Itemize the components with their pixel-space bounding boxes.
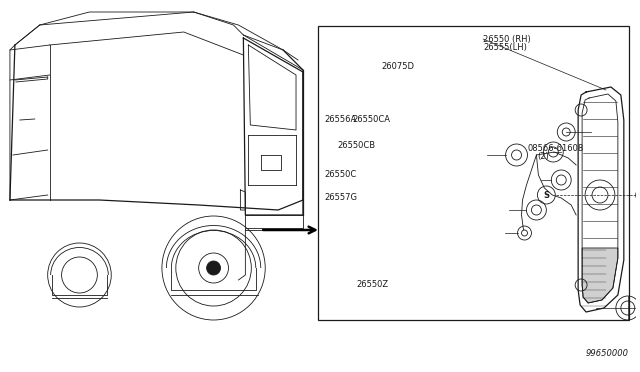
- Text: 26550CA: 26550CA: [353, 115, 391, 124]
- Text: 26556A: 26556A: [324, 115, 356, 124]
- Text: 26555(LH): 26555(LH): [483, 43, 527, 52]
- Text: 26557G: 26557G: [324, 193, 357, 202]
- Text: 08566-61608: 08566-61608: [527, 144, 584, 153]
- Text: (2): (2): [537, 153, 549, 161]
- Text: 26550C: 26550C: [324, 170, 356, 179]
- Text: 99650000: 99650000: [586, 350, 629, 359]
- Text: 26550 (RH): 26550 (RH): [483, 35, 531, 44]
- Text: S: S: [543, 190, 549, 199]
- Bar: [318, 26, 629, 320]
- Text: 26550Z: 26550Z: [356, 280, 388, 289]
- Text: 26075D: 26075D: [381, 62, 415, 71]
- Text: 26550CB: 26550CB: [337, 141, 375, 150]
- Circle shape: [207, 261, 221, 275]
- Polygon shape: [582, 248, 618, 303]
